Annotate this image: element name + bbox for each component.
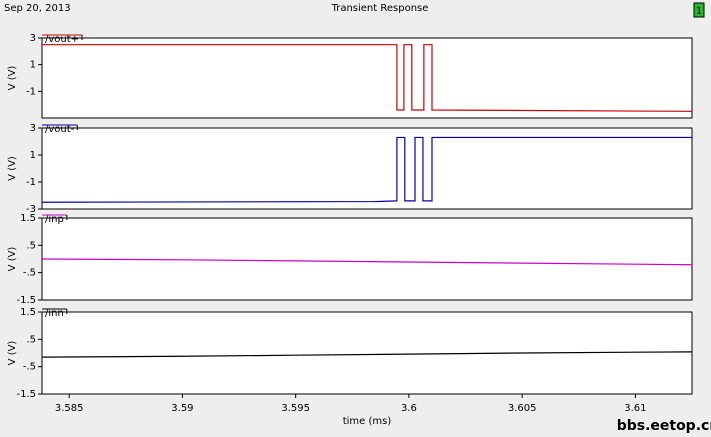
y-axis-label: V (V) (7, 66, 18, 91)
plot-area (41, 217, 693, 301)
y-tick-label: 3 (30, 33, 36, 44)
x-tick-label: 3.585 (55, 403, 84, 414)
y-tick-label: -.5 (23, 362, 36, 373)
y-tick-label: -1.5 (16, 295, 36, 306)
trace (41, 258, 693, 266)
trace-label: /vout- (45, 124, 75, 135)
watermark: bbs.eetop.cn (617, 418, 711, 434)
y-tick-label: 1 (30, 60, 36, 71)
x-tick-label: 3.605 (508, 403, 537, 414)
x-axis-label: time (ms) (343, 416, 392, 427)
y-axis-label: V (V) (7, 156, 18, 181)
y-tick-label: 3 (30, 123, 36, 134)
y-tick-label: -3 (26, 204, 36, 215)
date: Sep 20, 2013 (4, 3, 71, 14)
x-tick-label: 3.6 (401, 403, 417, 414)
trace-label: /inn (45, 308, 64, 319)
trace-label: /inp (45, 214, 64, 225)
y-tick-label: -1.5 (16, 389, 36, 400)
x-tick-label: 3.61 (624, 403, 646, 414)
y-tick-label: 1.5 (20, 307, 36, 318)
plot-area (41, 37, 693, 119)
trace (41, 136, 692, 203)
plot-area (41, 127, 693, 210)
badge[interactable]: 1 (696, 6, 702, 17)
y-tick-label: 1 (30, 150, 36, 161)
trace-label: /vout+ (45, 34, 79, 45)
y-tick-label: 1.5 (20, 213, 36, 224)
x-tick-label: 3.59 (171, 403, 193, 414)
y-axis-label: V (V) (7, 341, 18, 366)
y-axis-label: V (V) (7, 247, 18, 272)
window-title: Transient Response (331, 3, 429, 14)
y-tick-label: .5 (26, 334, 36, 345)
y-tick-label: .5 (26, 240, 36, 251)
x-tick-label: 3.595 (281, 403, 310, 414)
trace (41, 351, 693, 358)
y-tick-label: -1 (26, 177, 36, 188)
badge-box[interactable] (693, 2, 705, 18)
y-tick-label: -.5 (23, 268, 36, 279)
y-tick-label: -1 (26, 86, 36, 97)
trace (42, 44, 693, 112)
